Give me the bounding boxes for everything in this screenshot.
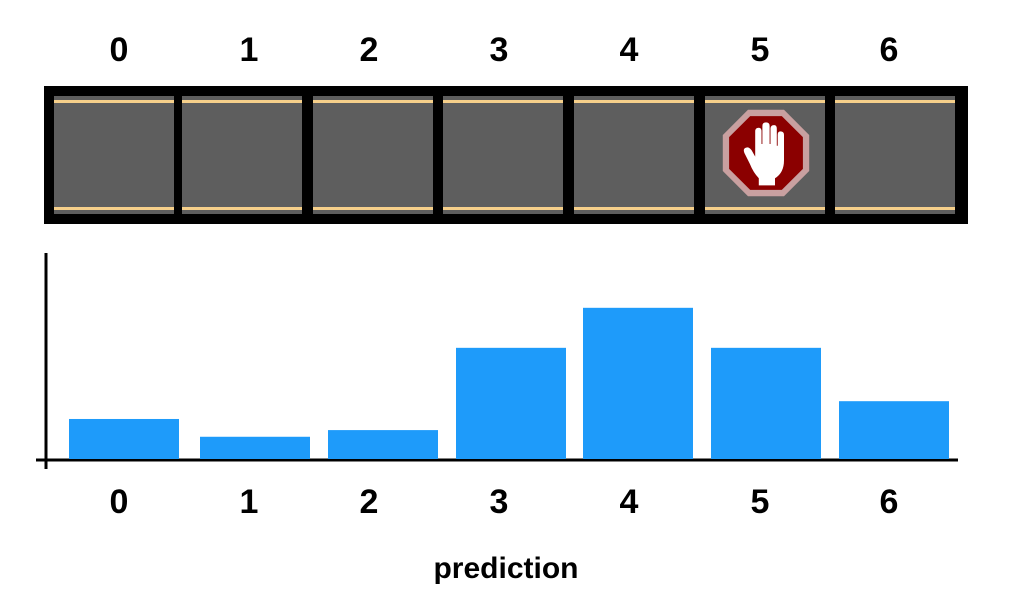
track-cell-0 [54, 96, 174, 214]
x-axis-title: prediction [433, 552, 578, 585]
x-tick-label: 4 [620, 483, 639, 521]
track-label: 4 [619, 31, 639, 69]
track-label: 0 [109, 31, 129, 69]
bar-6 [839, 401, 949, 459]
x-tick-label: 1 [240, 483, 259, 521]
track-label: 1 [239, 31, 259, 69]
lane-line [54, 207, 174, 210]
lane-line [54, 100, 174, 103]
bar-5 [711, 347, 821, 459]
x-tick-label: 6 [880, 483, 899, 521]
lane-line [574, 207, 694, 210]
bar-0 [69, 418, 179, 459]
bar-3 [456, 347, 566, 459]
lane-line [835, 100, 955, 103]
x-tick-label: 5 [751, 483, 770, 521]
bar-2 [328, 430, 438, 459]
track-cell-4 [574, 96, 694, 214]
track-label: 5 [750, 31, 770, 69]
track-cell-1 [182, 96, 302, 214]
bar-1 [200, 436, 310, 459]
road-track [44, 86, 968, 224]
x-tick-labels: 0 1 2 3 4 5 6 [110, 483, 899, 521]
lane-line [313, 100, 433, 103]
lane-line [705, 207, 825, 210]
bars [69, 307, 949, 459]
lane-line [835, 207, 955, 210]
track-label: 6 [879, 31, 899, 69]
lane-line [182, 100, 302, 103]
track-label: 3 [489, 31, 509, 69]
lane-line [313, 207, 433, 210]
track-label: 2 [359, 31, 379, 69]
track-cell-5 [705, 96, 825, 214]
x-tick-label: 2 [360, 483, 379, 521]
lane-line [182, 207, 302, 210]
x-tick-label: 3 [490, 483, 509, 521]
track-cell-3 [443, 96, 563, 214]
stop-hand-icon [722, 109, 810, 197]
lane-line [443, 100, 563, 103]
lane-line [705, 100, 825, 103]
bar-4 [583, 307, 693, 459]
lane-line [574, 100, 694, 103]
track-cell-6 [835, 96, 955, 214]
lane-line [443, 207, 563, 210]
x-tick-label: 0 [110, 483, 129, 521]
track-cell-2 [313, 96, 433, 214]
